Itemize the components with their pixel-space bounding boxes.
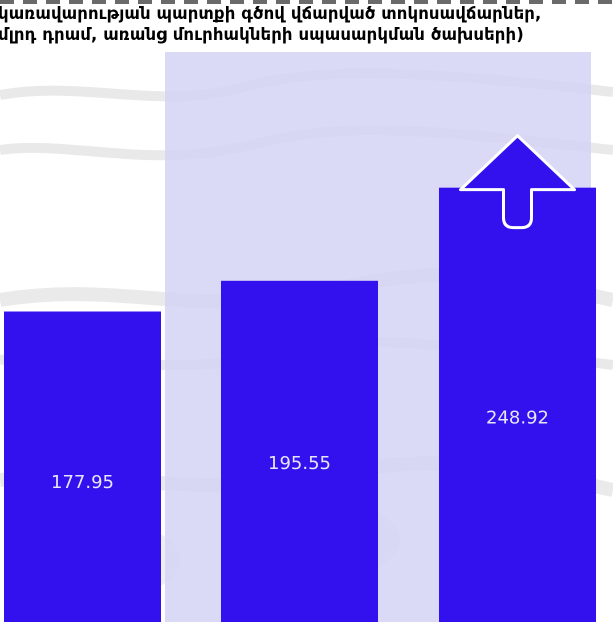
bar-value-label-1: 177.95 bbox=[51, 472, 114, 493]
chart-title: կառավարության պարտքի գծով վճարված տոկոսա… bbox=[0, 0, 613, 46]
bar-2 bbox=[221, 280, 378, 622]
bar-value-label-3: 248.92 bbox=[486, 407, 549, 428]
chart-title-line-1: կառավարության պարտքի գծով վճարված տոկոսա… bbox=[0, 4, 542, 23]
up-arrow-icon bbox=[459, 134, 576, 230]
bar-value-label-2: 195.55 bbox=[268, 453, 331, 474]
bar-1 bbox=[4, 311, 161, 622]
bar-3 bbox=[439, 187, 596, 622]
chart-title-line-2: մլրդ դրամ, առանց մուրհակների սպասարկման … bbox=[0, 25, 524, 44]
